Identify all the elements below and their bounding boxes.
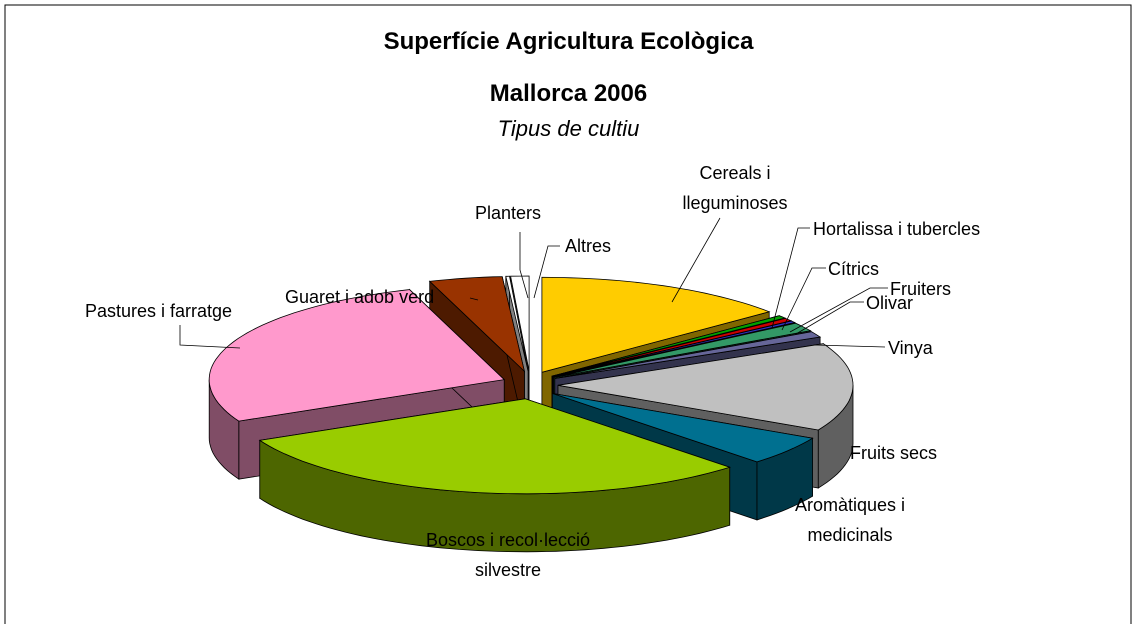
slice-label: Fruits secs — [850, 443, 938, 463]
chart-title: Mallorca 2006 — [489, 80, 648, 107]
slice — [557, 343, 854, 431]
chart-subtitle: Tipus de cultiu — [497, 116, 640, 141]
slice — [428, 276, 526, 373]
leader-line — [179, 325, 241, 349]
slice — [208, 289, 506, 422]
slice-label: Pastures i farratge — [85, 301, 233, 321]
slice-label: Altres — [565, 236, 612, 256]
slice — [553, 322, 812, 378]
slice — [258, 398, 732, 495]
slice-label: Hortalissa i tubercles — [813, 219, 981, 239]
leader-line — [469, 297, 479, 301]
leader-line — [519, 232, 529, 299]
slice-label: Fruiters — [890, 279, 952, 299]
chart-title: Superfície Agricultura Ecològica — [383, 28, 754, 55]
slice — [552, 320, 796, 378]
slice — [552, 393, 814, 463]
slice-label: Boscos i recol·lecció silvestre — [425, 530, 591, 580]
leader-line — [781, 267, 826, 331]
leader-line — [795, 301, 864, 335]
slice-label: Planters — [475, 203, 542, 223]
leader-line — [671, 217, 721, 303]
slice-label: Cítrics — [828, 259, 879, 279]
leader-line — [789, 287, 888, 333]
slice-label: Olivar — [866, 293, 914, 313]
slice — [551, 315, 787, 377]
leader-line — [814, 344, 886, 348]
slice — [554, 331, 822, 379]
leader-line — [771, 227, 810, 329]
leader-line — [533, 245, 560, 299]
slice — [510, 275, 530, 372]
slice-label: Cereals i lleguminoses — [682, 163, 788, 213]
slice-label: Aromàtiques i medicinals — [794, 495, 906, 545]
slice — [505, 275, 529, 372]
slice-label: Vinya — [888, 338, 933, 358]
slice — [541, 276, 771, 373]
frame — [4, 4, 1132, 624]
slice-label: Guaret i adob verd — [285, 287, 435, 307]
